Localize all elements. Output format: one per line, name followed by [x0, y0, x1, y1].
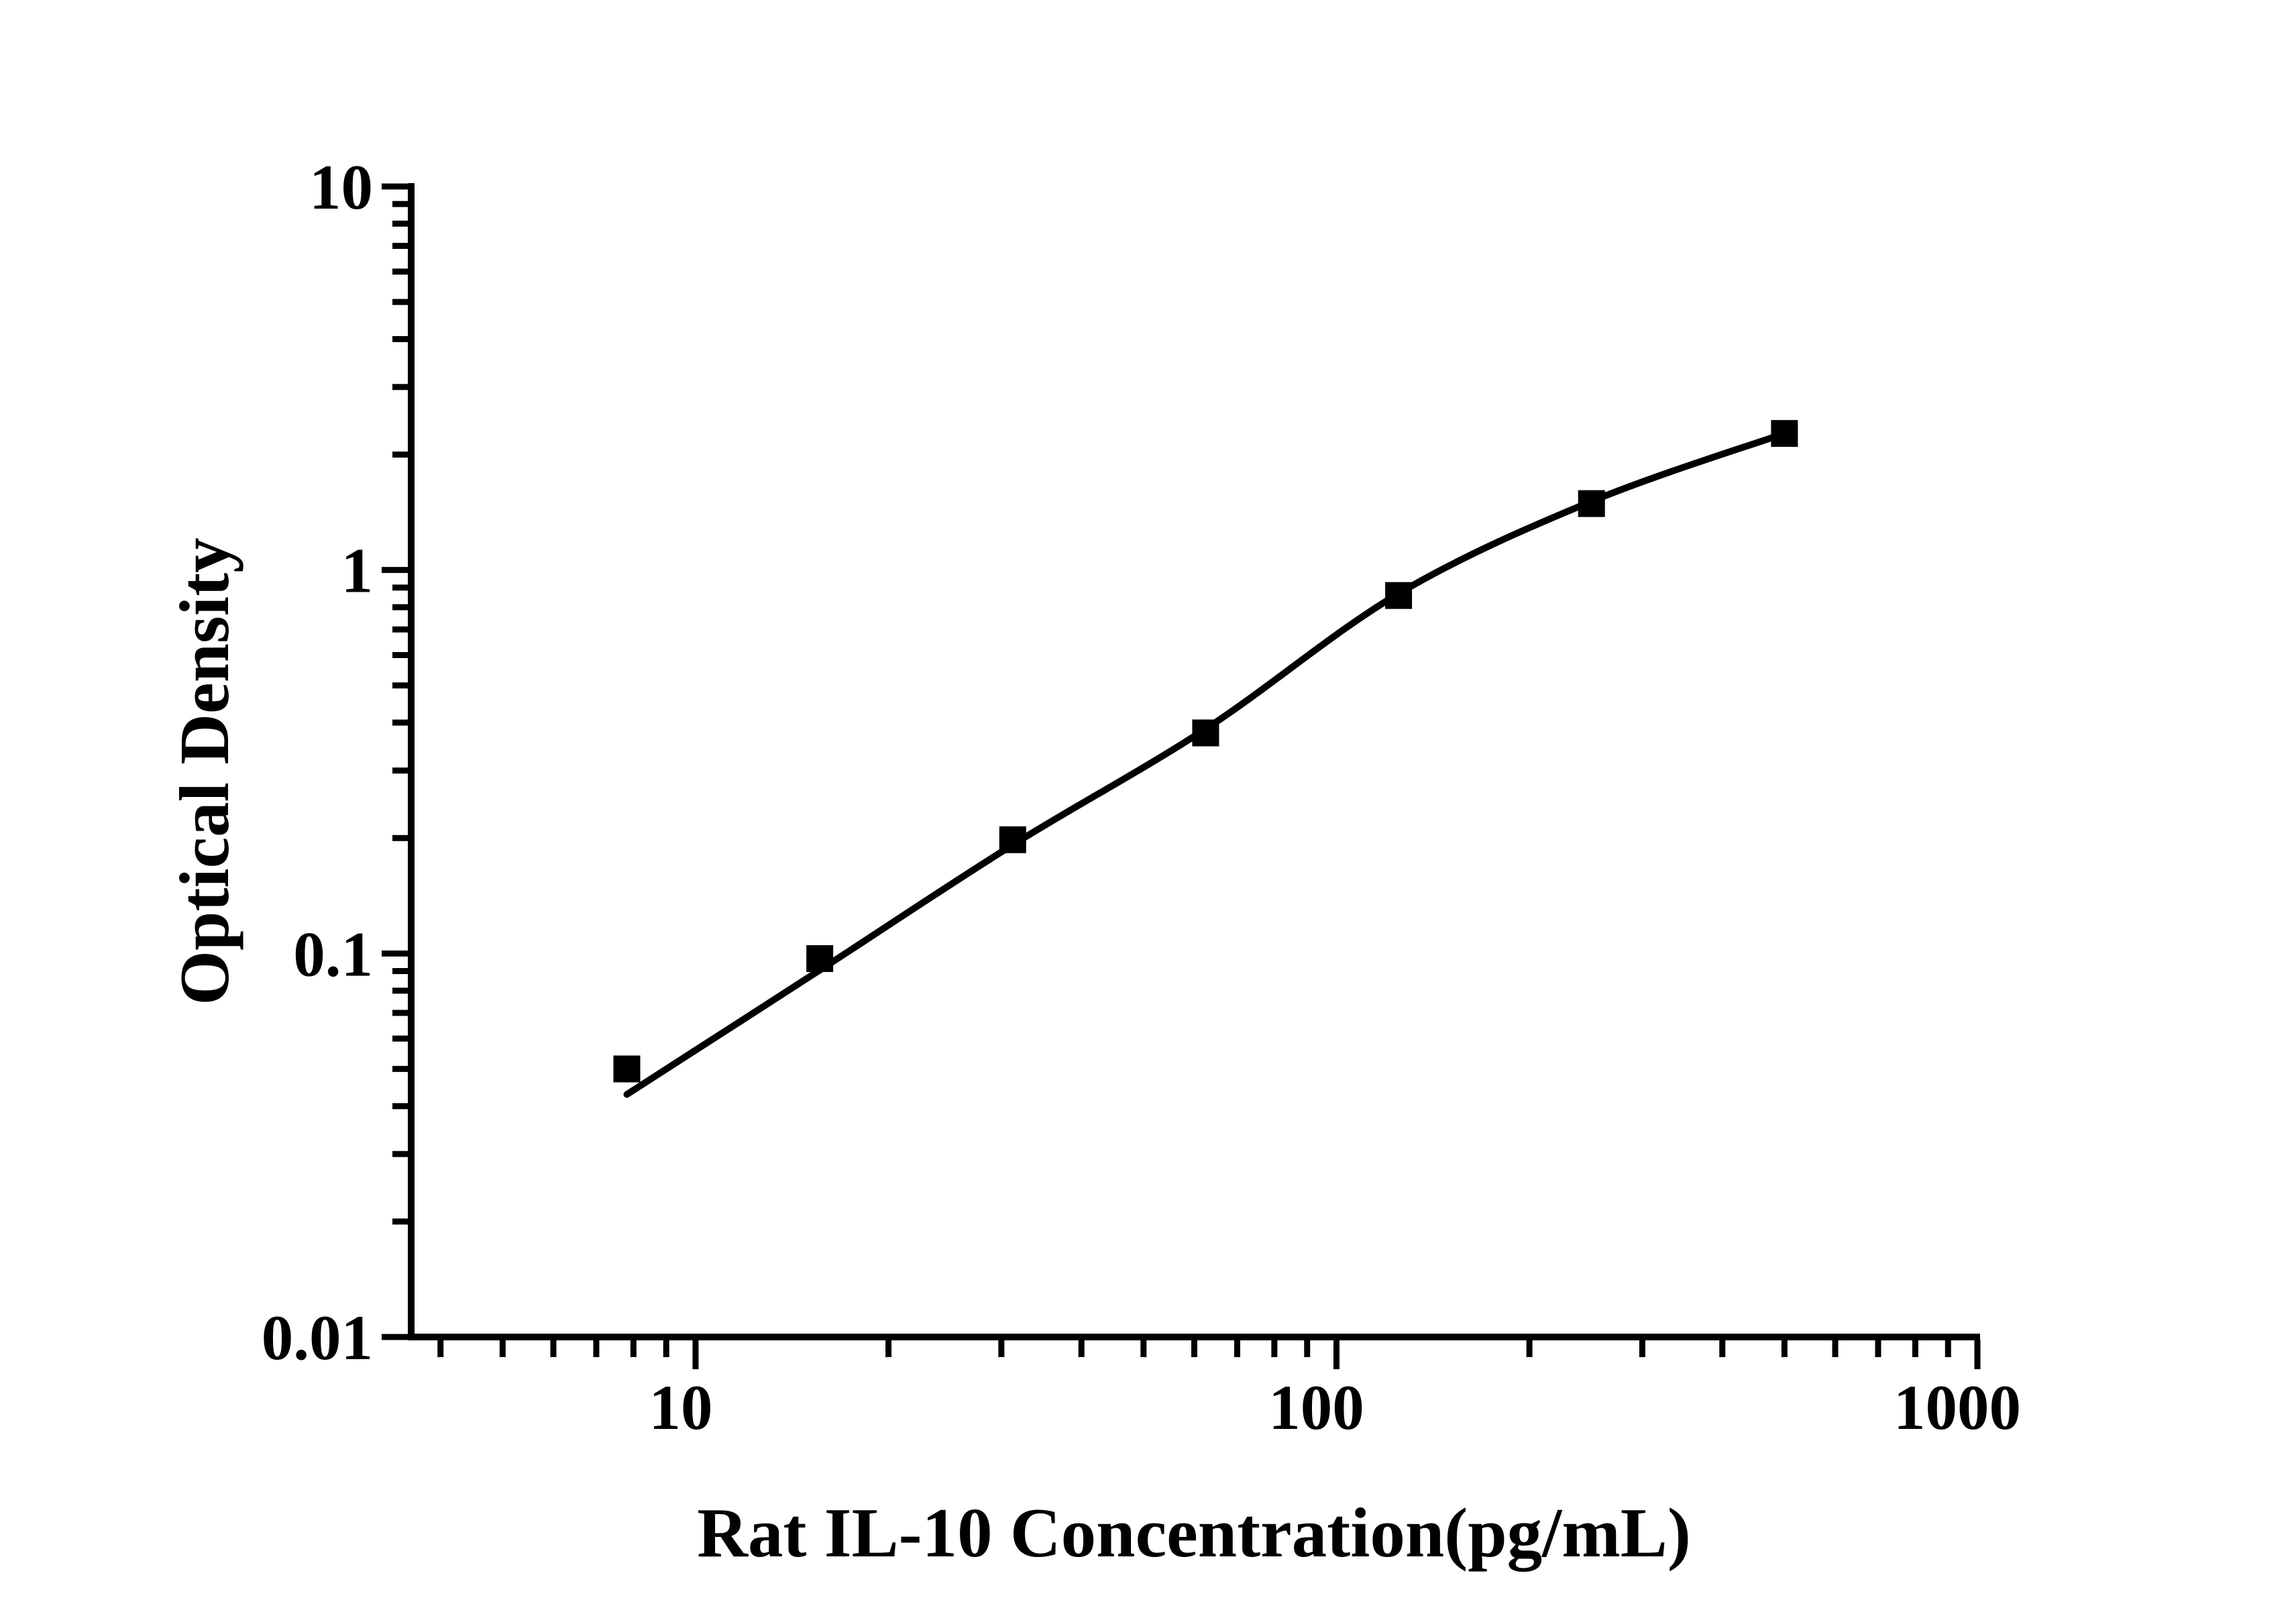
- y-tick-label: 0.01: [262, 1302, 373, 1373]
- fit-curve: [623, 430, 1788, 1098]
- x-axis-tick-labels: 10 100 1000: [649, 1372, 2021, 1443]
- y-tick-label: 1: [341, 535, 374, 606]
- data-point-marker: [999, 826, 1026, 853]
- y-tick-label: 10: [309, 152, 373, 223]
- x-tick-label: 100: [1268, 1372, 1364, 1443]
- x-axis-ticks: [437, 1340, 1981, 1369]
- data-point-marker: [1192, 719, 1219, 747]
- x-tick-label: 10: [649, 1372, 712, 1443]
- x-tick-label: 1000: [1894, 1372, 2021, 1443]
- y-axis-ticks: [382, 183, 408, 1340]
- x-axis-title: Rat IL-10 Concentration(pg/mL): [697, 1493, 1691, 1572]
- data-point-marker: [1385, 582, 1413, 609]
- axes: [408, 183, 1980, 1340]
- data-point-marker: [1578, 490, 1605, 517]
- data-points: [613, 420, 1798, 1083]
- data-point-marker: [613, 1055, 641, 1083]
- data-point-marker: [806, 945, 834, 972]
- y-tick-label: 0.1: [293, 918, 373, 990]
- y-axis-title: Optical Density: [165, 537, 243, 1005]
- data-point-marker: [1771, 420, 1798, 447]
- y-axis-tick-labels: 10 1 0.1 0.01: [262, 152, 373, 1373]
